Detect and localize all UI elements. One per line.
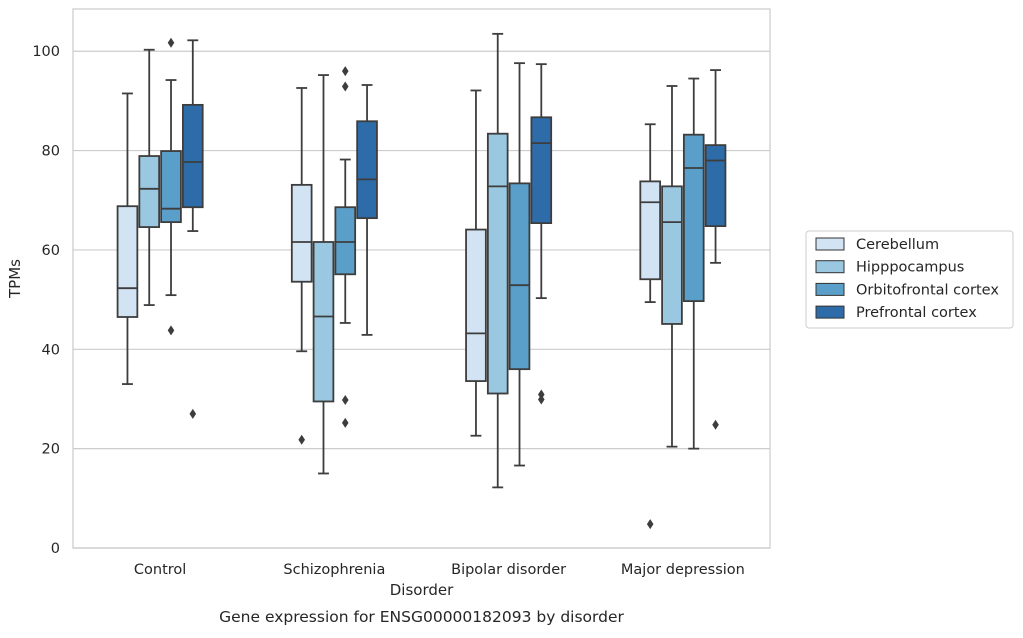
- iqr-box: [639, 180, 661, 281]
- box-cerebellum: [290, 87, 313, 445]
- legend-frame: [805, 230, 1014, 329]
- box-cerebellum: [639, 123, 661, 530]
- y-tick-label: 0: [51, 541, 60, 557]
- y-tick-label: 20: [42, 442, 60, 458]
- box-hipppocampus: [486, 32, 509, 489]
- outlier-point: [189, 408, 197, 419]
- legend-entry-label: Cerebellum: [856, 237, 939, 253]
- iqr-box: [138, 155, 161, 228]
- box-prefrontal-cortex: [530, 63, 553, 405]
- iqr-box: [182, 103, 204, 209]
- outlier-point: [341, 417, 349, 428]
- iqr-box: [116, 205, 139, 318]
- iqr-box: [704, 144, 727, 227]
- legend-entry-label: Prefrontal cortex: [856, 305, 977, 321]
- box-plot-marks: [116, 32, 727, 530]
- y-tick-label: 80: [42, 144, 60, 160]
- x-axis-label: Disorder: [390, 581, 454, 599]
- outlier-point: [341, 394, 349, 405]
- x-tick-label: Control: [134, 562, 186, 578]
- box-cerebellum: [465, 89, 487, 437]
- y-tick-label: 60: [42, 243, 60, 259]
- box-hipppocampus: [312, 74, 335, 475]
- outlier-point: [341, 81, 349, 92]
- box-cerebellum: [116, 92, 139, 385]
- iqr-box: [160, 150, 182, 224]
- legend-swatch: [815, 282, 845, 296]
- outlier-point: [167, 37, 175, 48]
- x-tick-label: Bipolar disorder: [451, 562, 566, 578]
- iqr-box: [530, 116, 553, 225]
- legend-swatch: [815, 237, 845, 251]
- outlier-point: [341, 66, 349, 77]
- x-tick-label: Schizophrenia: [283, 562, 385, 578]
- box-hipppocampus: [661, 85, 683, 448]
- iqr-box: [465, 228, 487, 382]
- x-axis-ticks: Control Schizophrenia Bipolar disorder Majo…: [134, 562, 745, 578]
- outlier-point: [712, 419, 719, 430]
- legend: Cerebellum Hipppocampus Orbitofrontal cort…: [805, 230, 1014, 329]
- outlier-point: [298, 434, 306, 445]
- box-orbitofrontal-cortex: [508, 62, 531, 467]
- box-prefrontal-cortex: [704, 69, 727, 430]
- y-axis-label: TPMs: [6, 259, 24, 299]
- legend-swatch: [815, 260, 845, 274]
- y-tick-label: 100: [32, 44, 60, 60]
- iqr-box: [356, 120, 378, 220]
- iqr-box: [312, 241, 335, 403]
- box-orbitofrontal-cortex: [682, 77, 705, 450]
- outlier-point: [537, 389, 545, 400]
- y-axis-ticks: 0 20 40 60 80 100: [32, 44, 60, 557]
- chart-caption: Gene expression for ENSG00000182093 by d…: [219, 608, 624, 626]
- box-prefrontal-cortex: [182, 39, 204, 419]
- x-tick-label: Major depression: [621, 562, 745, 578]
- outlier-point: [167, 325, 175, 336]
- box-orbitofrontal-cortex: [160, 37, 182, 336]
- outlier-point: [646, 519, 654, 530]
- legend-entry-label: Orbitofrontal cortex: [856, 282, 999, 298]
- plot-area-frame: [72, 8, 771, 549]
- iqr-box: [661, 185, 683, 325]
- box-orbitofrontal-cortex: [334, 66, 357, 428]
- box-prefrontal-cortex: [356, 84, 378, 336]
- y-tick-label: 40: [42, 342, 60, 358]
- iqr-box: [508, 182, 531, 371]
- iqr-box: [334, 206, 357, 276]
- legend-entry-label: Hipppocampus: [856, 260, 964, 276]
- box-hipppocampus: [138, 48, 161, 306]
- iqr-box: [290, 183, 313, 283]
- legend-swatch: [815, 305, 845, 319]
- iqr-box: [486, 132, 509, 395]
- iqr-box: [682, 133, 705, 303]
